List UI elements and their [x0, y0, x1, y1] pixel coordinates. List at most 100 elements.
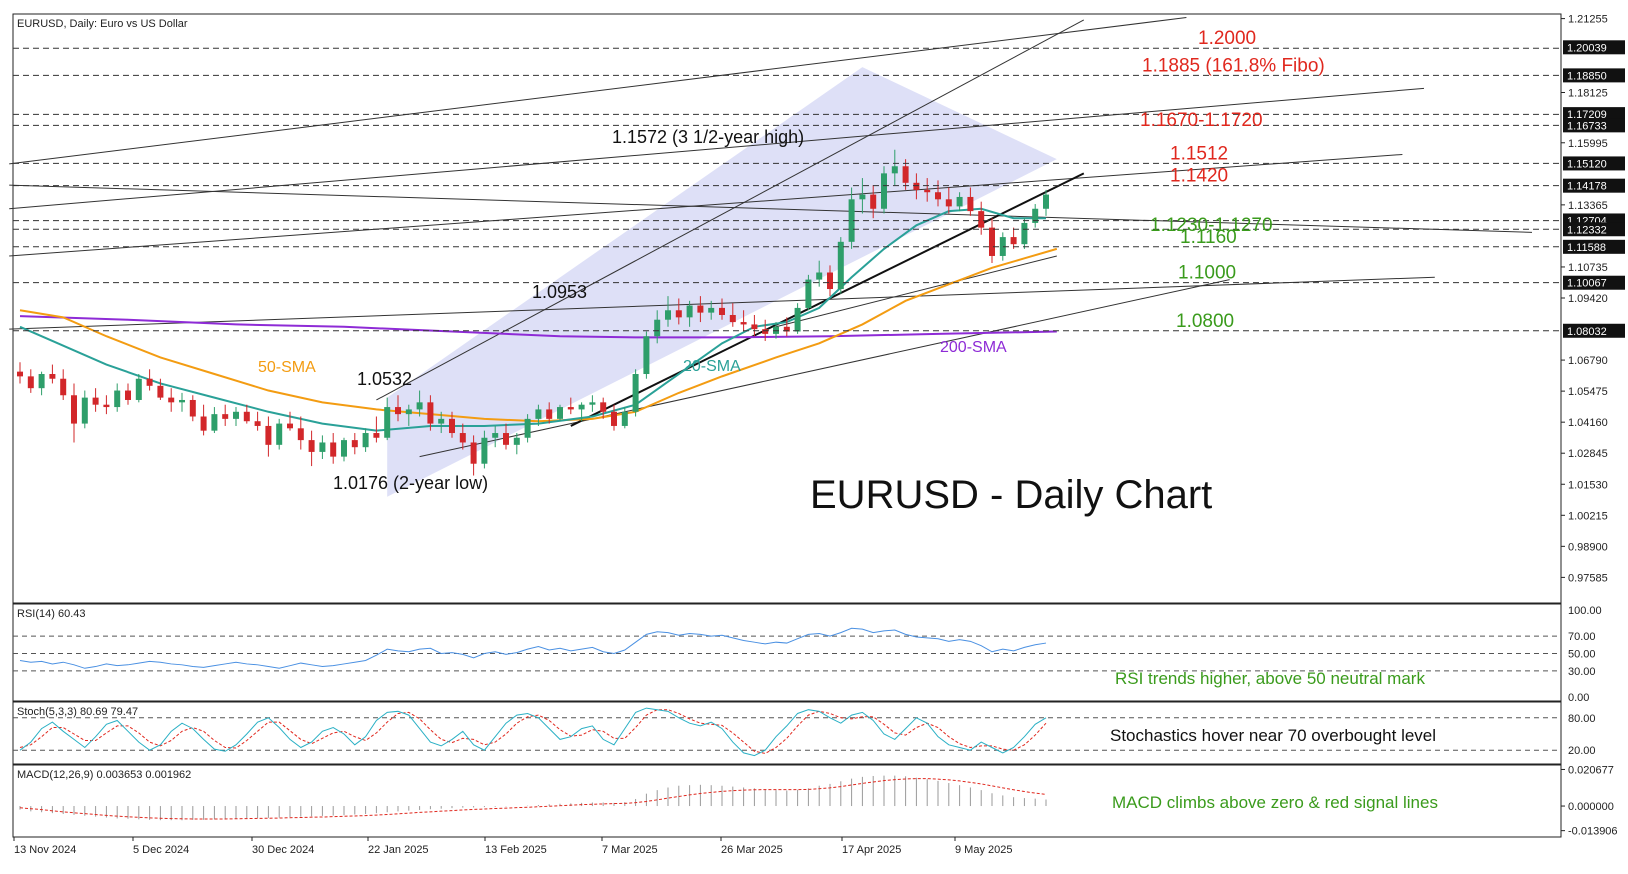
candle-body	[157, 385, 164, 398]
candle-body	[665, 310, 671, 320]
channel-upper-line	[376, 19, 1085, 401]
candle-body	[503, 433, 509, 445]
level-label: 1.1420	[1170, 166, 1228, 187]
candle-body	[924, 189, 931, 193]
candle-body	[913, 182, 920, 190]
rsi-tick-label: 30.00	[1568, 666, 1596, 678]
price-tick-label: 1.10735	[1568, 262, 1608, 274]
price-tag-box	[1563, 275, 1625, 290]
candle-body	[179, 399, 185, 403]
price-tag-label: 1.10067	[1567, 278, 1607, 290]
candle-body	[427, 402, 434, 424]
candle-body	[902, 166, 909, 183]
candle-body	[654, 319, 661, 337]
candle-body	[243, 411, 250, 422]
price-tick-label: 1.00215	[1568, 510, 1608, 522]
candle-body	[675, 310, 682, 318]
x-tick-label: 7 Mar 2025	[602, 844, 658, 856]
level-label: 1.1230-1.1270	[1150, 215, 1273, 236]
candle-body	[600, 402, 607, 412]
candle-body	[1043, 194, 1049, 209]
candle-body	[643, 336, 650, 375]
rsi-tick-label: 50.00	[1568, 649, 1596, 661]
candle-body	[49, 374, 56, 379]
sma200-label: 200-SMA	[940, 339, 1007, 356]
candle-body	[265, 425, 272, 445]
candle-body	[27, 376, 34, 389]
candle-body	[17, 371, 23, 377]
price-tick-label: 1.21255	[1568, 14, 1608, 26]
stochastic-main-line	[19, 707, 1047, 757]
candle-body	[989, 227, 995, 256]
price-tag-box	[1563, 222, 1625, 237]
candle-body	[999, 237, 1006, 256]
channel-lower-line	[419, 279, 1230, 458]
level-label: 1.2000	[1198, 28, 1256, 49]
candle-body	[168, 397, 175, 403]
candle-body	[351, 440, 358, 448]
stochastic-label: Stoch(5,3,3) 80.69 79.47	[17, 706, 138, 718]
sma20-label: 20-SMA	[683, 358, 741, 375]
level-label: 1.1885 (161.8% Fibo)	[1142, 55, 1325, 76]
stochastic-note: Stochastics hover near 70 overbought lev…	[1110, 726, 1436, 745]
price-tag-label: 1.08032	[1567, 326, 1607, 338]
candle-body	[287, 423, 293, 429]
stochastic-tick-label: 80.00	[1568, 713, 1596, 725]
candle-body	[200, 416, 207, 431]
price-tag-label: 1.15120	[1567, 158, 1607, 170]
price-tick-label: 0.98900	[1568, 541, 1608, 553]
price-tick-label: 1.09420	[1568, 293, 1608, 305]
candle-body	[719, 307, 725, 315]
candle-body	[1032, 208, 1039, 223]
candle-body	[362, 433, 369, 448]
price-tick-label: 1.18125	[1568, 87, 1608, 99]
candle-body	[135, 378, 142, 400]
candle-body	[827, 272, 833, 290]
candle-body	[729, 314, 736, 323]
macd-tick-label: 0.000000	[1568, 801, 1614, 813]
rsi-label: RSI(14) 60.43	[17, 608, 85, 620]
price-tag-label: 1.18850	[1567, 70, 1607, 82]
rsi-tick-label: 70.00	[1568, 631, 1596, 643]
long-rising-line-3	[9, 17, 1187, 165]
candle-body	[978, 211, 985, 228]
candle-body	[740, 322, 747, 325]
price-tag-label: 1.17209	[1567, 109, 1607, 121]
price-tag-label: 1.11588	[1567, 242, 1606, 254]
candle-body	[805, 279, 812, 308]
candle-body	[481, 437, 488, 464]
candle-body	[578, 404, 585, 410]
rising-channel	[387, 67, 1057, 497]
candle-body	[71, 395, 77, 424]
price-tag-box	[1563, 118, 1625, 133]
candle-body	[557, 407, 563, 419]
candle-body	[589, 402, 596, 405]
sma200-line	[19, 315, 1057, 339]
candle-body	[341, 440, 347, 457]
candle-body	[470, 442, 477, 464]
candle-body	[945, 199, 952, 207]
chart-title: EURUSD - Daily Chart	[810, 473, 1212, 517]
candle-body	[60, 378, 67, 396]
window-title: EURUSD, Daily: Euro vs US Dollar	[17, 18, 188, 30]
price-tag-label: 1.20039	[1567, 42, 1607, 54]
price-tick-label: 0.97585	[1568, 572, 1608, 584]
candle-body	[276, 423, 283, 445]
candle-body	[567, 407, 574, 410]
price-tag-box	[1563, 178, 1625, 193]
x-tick-label: 22 Jan 2025	[368, 844, 429, 856]
candle-body	[146, 378, 153, 386]
price-tag-box	[1563, 107, 1625, 122]
candle-body	[103, 404, 110, 408]
candle-body	[837, 241, 844, 290]
candle-body	[881, 173, 887, 209]
candle-body	[438, 418, 445, 424]
candle-body	[794, 307, 801, 332]
rsi-tick-label: 0.00	[1568, 692, 1589, 704]
annotation-1-0532: 1.0532	[357, 369, 412, 389]
candle-body	[751, 324, 758, 330]
candle-body	[384, 407, 391, 438]
candle-body	[222, 414, 229, 419]
wedge-line	[775, 255, 1057, 328]
